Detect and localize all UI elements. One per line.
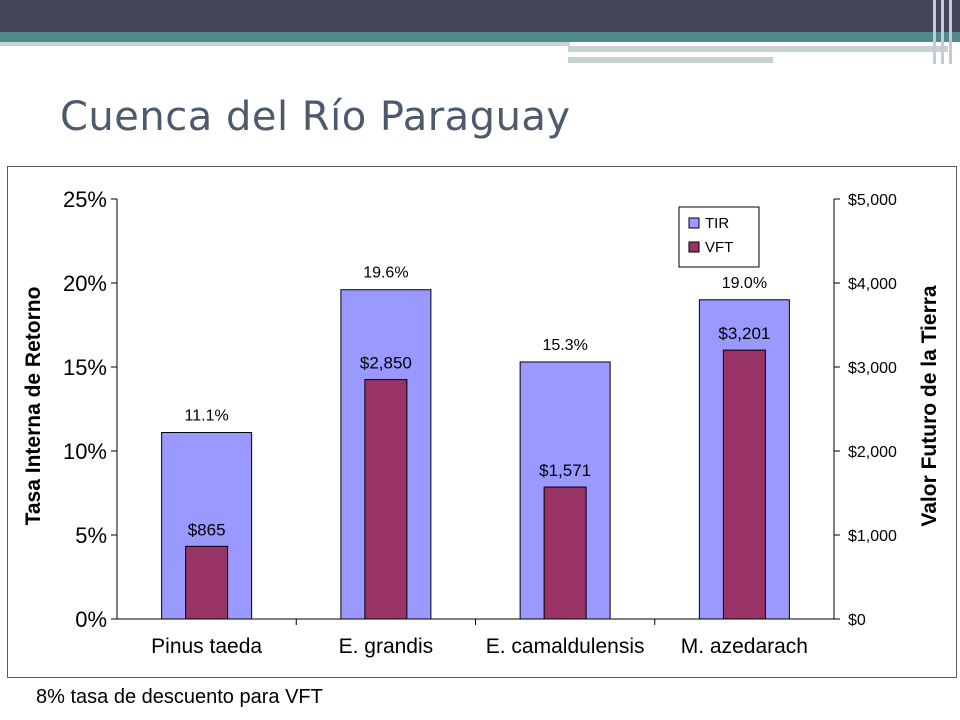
y2-tick-label: $0: [848, 612, 866, 629]
legend-swatch: [688, 217, 700, 229]
y-tick-label: 0%: [75, 607, 107, 632]
y-tick-label: 15%: [63, 355, 107, 380]
vft-bar: [543, 486, 587, 620]
slide-title: Cuenca del Río Paraguay: [60, 94, 571, 140]
vft-bar: [364, 379, 408, 620]
y2-tick-label: $3,000: [848, 360, 897, 377]
y-tick-label: 20%: [63, 271, 107, 296]
header-vertical-bar: [941, 0, 944, 64]
tir-data-label: 11.1%: [185, 408, 229, 425]
y-axis-title: Tasa Interna de Retorno: [22, 287, 45, 526]
legend-swatch: [688, 241, 700, 253]
tir-data-label: 15.3%: [542, 337, 587, 354]
y2-axis-title: Valor Futuro de la Tierra: [918, 285, 941, 527]
tir-data-label: 19.0%: [722, 275, 767, 292]
header-vertical-bar: [949, 0, 952, 64]
y2-tick-label: $2,000: [848, 444, 897, 461]
vft-data-label: $2,850: [360, 354, 412, 373]
y2-tick-label: $1,000: [848, 528, 897, 545]
x-tick-label: E. grandis: [339, 635, 434, 658]
x-tick-label: E. camaldulensis: [486, 635, 645, 658]
vft-data-label: $3,201: [718, 324, 770, 343]
vft-bar: [185, 545, 229, 620]
y2-tick-label: $5,000: [848, 192, 897, 209]
legend-label: TIR: [705, 215, 729, 232]
vft-data-label: $1,571: [539, 461, 591, 480]
legend-box: [678, 206, 760, 268]
chart-frame: 0% 5% 10% 15% 20% 25% $0 $1,000 $2,000 $3,000 $4,0…: [7, 166, 957, 678]
header-stripe: [568, 57, 773, 63]
header-teal-band: [0, 32, 960, 42]
y-tick-label: 5%: [75, 523, 107, 548]
y-tick-label: 10%: [63, 439, 107, 464]
y2-tick-label: $4,000: [848, 276, 897, 293]
legend-label: VFT: [705, 239, 733, 256]
header-dark-band: [0, 0, 960, 32]
vft-bar: [722, 349, 766, 620]
x-tick-label: Pinus taeda: [151, 635, 262, 658]
vft-data-label: $865: [188, 520, 226, 539]
x-tick-label: M. azedarach: [681, 635, 808, 658]
footnote: 8% tasa de descuento para VFT: [36, 686, 323, 708]
tir-data-label: 19.6%: [363, 265, 408, 282]
header-stripe: [0, 42, 570, 46]
header-stripe: [568, 52, 888, 55]
header-stripe: [568, 46, 948, 52]
y-tick-label: 25%: [63, 187, 107, 212]
header-vertical-bar: [933, 0, 936, 64]
chart: 0% 5% 10% 15% 20% 25% $0 $1,000 $2,000 $3,000 $4,0…: [22, 187, 941, 658]
